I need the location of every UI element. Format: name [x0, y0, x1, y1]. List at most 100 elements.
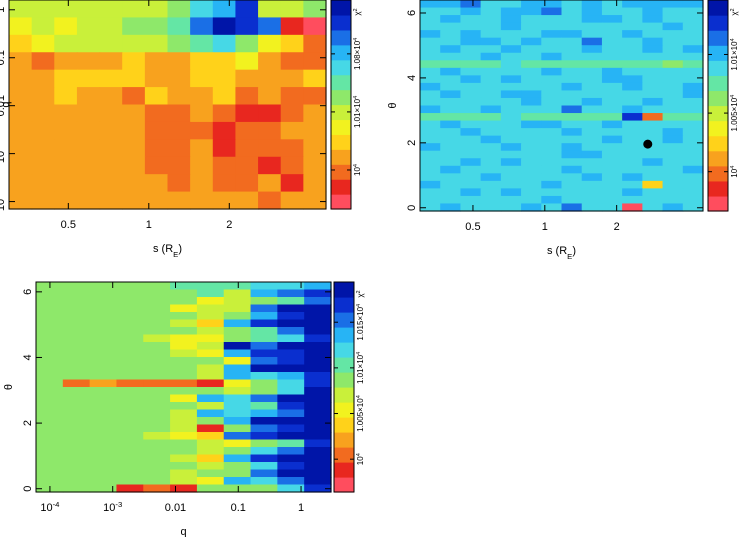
heatmap-cell: [601, 188, 623, 197]
heatmap-cell: [196, 484, 225, 493]
heatmap-cell: [521, 15, 542, 24]
heatmap-cell: [561, 135, 583, 144]
heatmap-cell: [143, 432, 171, 441]
heatmap-cell: [541, 7, 563, 16]
colorbar-swatch: [334, 432, 354, 448]
colorbar: 104 1.01×104 1.08×104 χ2: [330, 0, 362, 210]
heatmap-cell: [303, 0, 327, 19]
heatmap-cell: [662, 113, 684, 122]
heatmap-cell: [480, 143, 502, 152]
heatmap-cell: [682, 37, 704, 46]
heatmap-cell: [89, 364, 118, 373]
colorbar-label: 1.01×104: [730, 38, 739, 70]
heatmap-cell: [122, 69, 146, 88]
heatmap-cell: [31, 17, 55, 36]
heatmap-cell: [250, 477, 278, 486]
heatmap-cell: [280, 191, 304, 210]
heatmap-cell: [258, 191, 282, 210]
heatmap-cell: [303, 191, 327, 210]
heatmap-cell: [304, 379, 332, 388]
heatmap-cell: [250, 357, 278, 366]
heatmap-cell: [99, 174, 123, 193]
heatmap-cell: [521, 60, 542, 69]
heatmap-cell: [440, 135, 462, 144]
heatmap-cell: [223, 439, 252, 448]
colorbar-swatch: [331, 119, 351, 135]
heatmap-cell: [143, 312, 171, 321]
heatmap-cell: [223, 289, 252, 298]
heatmap-cell: [662, 60, 684, 69]
heatmap-cell: [304, 417, 332, 426]
heatmap-cell: [258, 87, 282, 106]
heatmap-cell: [500, 15, 522, 24]
heatmap-cell: [250, 469, 278, 478]
heatmap-cell: [36, 357, 64, 366]
heatmap-cell: [303, 34, 327, 53]
heatmap-cell: [196, 334, 225, 343]
heatmap-cell: [89, 327, 118, 336]
heatmap-cell: [250, 402, 278, 411]
x-tick-label: 1: [542, 221, 548, 233]
heatmap-cell: [235, 104, 259, 123]
colorbar-swatch: [708, 60, 728, 76]
heatmap-cell: [460, 0, 482, 9]
heatmap-cell: [190, 87, 214, 106]
heatmap-cell: [54, 156, 78, 175]
heatmap-cell: [682, 180, 704, 189]
heatmap-cell: [36, 334, 64, 343]
heatmap-cell: [622, 0, 643, 9]
heatmap-cell: [143, 402, 171, 411]
colorbar-label: 1.015×104: [356, 304, 365, 341]
heatmap-cell: [304, 334, 332, 343]
heatmap-cell: [250, 447, 278, 456]
colorbar-label: 104: [730, 166, 739, 178]
heatmap-cell: [561, 30, 583, 39]
heatmap-cell: [36, 297, 64, 306]
x-axis-label: s (RE): [547, 245, 576, 261]
heatmap-cell: [440, 37, 462, 46]
heatmap-cell: [170, 334, 198, 343]
heatmap-cell: [235, 0, 259, 19]
colorbar-swatch: [708, 150, 728, 167]
heatmap-cell: [170, 469, 198, 478]
heatmap-cell: [601, 90, 623, 99]
heatmap-cell: [304, 372, 332, 381]
heatmap-cell: [662, 90, 684, 99]
heatmap-cell: [36, 402, 64, 411]
heatmap-cell: [420, 82, 441, 92]
heatmap-cell: [89, 484, 118, 493]
heatmap-cell: [89, 447, 118, 456]
heatmap-cell: [54, 34, 78, 53]
heatmap-cell: [420, 7, 441, 16]
heatmap-cell: [581, 15, 603, 24]
heatmap-cell: [31, 87, 55, 106]
heatmap-cell: [500, 37, 522, 46]
heatmap-cell: [170, 424, 198, 433]
heatmap-cell: [303, 52, 327, 71]
heatmap-cell: [116, 387, 144, 396]
heatmap-cell: [304, 447, 332, 456]
heatmap-cell: [642, 143, 664, 152]
heatmap-cell: [440, 105, 462, 114]
heatmap-cell: [581, 0, 603, 9]
heatmap-cell: [167, 139, 191, 158]
heatmap-cell: [143, 447, 171, 456]
heatmap-cell: [541, 82, 563, 92]
heatmap-cell: [170, 432, 198, 441]
heatmap-cell: [223, 342, 252, 351]
heatmap-cell: [170, 394, 198, 403]
heatmap-cell: [250, 312, 278, 321]
heatmap-cell: [122, 156, 146, 175]
y-tick-label: 0: [406, 205, 418, 211]
heatmap-cell: [480, 22, 502, 31]
heatmap-cell: [581, 203, 603, 212]
heatmap-cell: [622, 203, 643, 212]
heatmap-cell: [682, 60, 704, 69]
heatmap-cell: [99, 139, 123, 158]
heatmap-cell: [277, 349, 305, 358]
heatmap-cell: [304, 357, 332, 366]
heatmap-cell: [36, 424, 64, 433]
heatmap-cell: [541, 150, 563, 159]
heatmap-cell: [280, 104, 304, 123]
heatmap-cell: [62, 304, 91, 313]
